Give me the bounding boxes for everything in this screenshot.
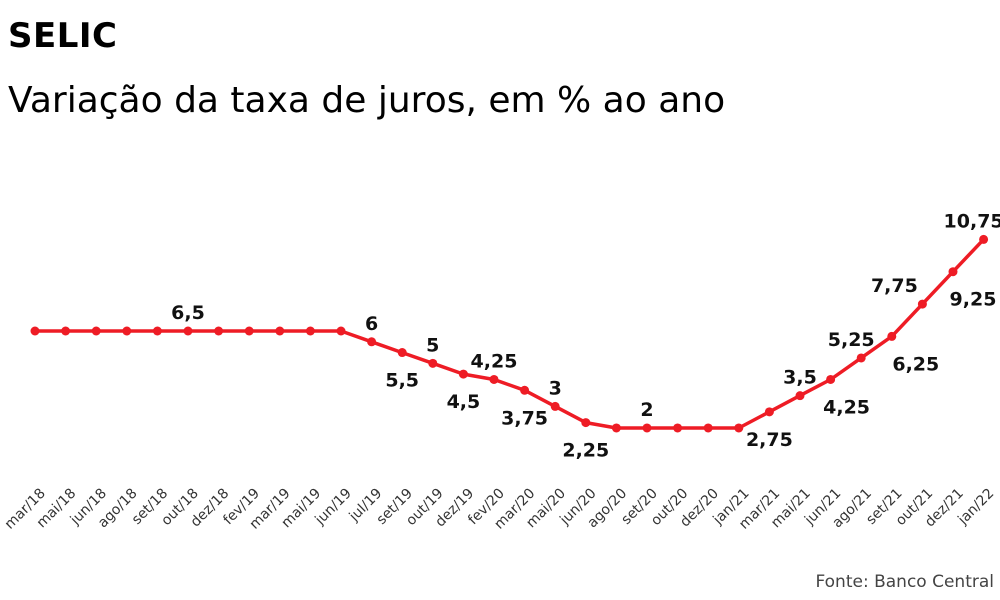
data-point: [795, 391, 805, 401]
data-point: [214, 326, 224, 336]
data-label: 5: [426, 334, 439, 356]
data-point: [244, 326, 254, 336]
data-label: 4,5: [447, 391, 481, 413]
data-label: 2,25: [562, 440, 609, 462]
data-label: 3,5: [783, 367, 817, 389]
data-label: 9,25: [950, 289, 997, 311]
data-label: 2: [640, 399, 653, 421]
data-label: 7,75: [871, 275, 918, 297]
data-point: [948, 267, 958, 277]
data-label: 6,25: [892, 353, 939, 375]
data-label: 3: [549, 377, 562, 399]
data-point: [458, 369, 468, 379]
x-axis-tick-layer: mar/18mai/18jun/18ago/18set/18out/18dez/…: [2, 486, 998, 533]
data-label: 4,25: [823, 396, 870, 418]
data-label: 6,5: [171, 302, 205, 324]
data-label: 4,25: [471, 350, 518, 372]
data-point: [489, 374, 499, 384]
data-point: [91, 326, 101, 336]
chart-title: SELIC: [8, 16, 118, 56]
series-line-layer: [33, 237, 986, 430]
data-point: [764, 407, 774, 417]
data-label: 5,25: [828, 329, 875, 351]
data-point: [122, 326, 132, 336]
data-point: [336, 326, 346, 336]
data-label: 5,5: [385, 370, 419, 392]
data-point: [275, 326, 285, 336]
data-point: [917, 299, 927, 309]
data-point: [581, 418, 591, 428]
data-point: [826, 374, 836, 384]
data-point: [856, 353, 866, 363]
data-label: 3,75: [501, 407, 548, 429]
data-point: [152, 326, 162, 336]
data-point: [397, 348, 407, 358]
data-point: [887, 331, 897, 341]
data-point: [673, 423, 683, 433]
data-point: [183, 326, 193, 336]
data-point: [979, 234, 989, 244]
marker-layer: [30, 234, 989, 433]
source-note: Fonte: Banco Central: [815, 572, 994, 592]
data-label: 6: [365, 313, 378, 335]
data-label-layer: 6,5 6 5,5 5 4,5 4,25 3,753 2,25 2 2,75 3,5 4,25 5,25…: [171, 210, 1000, 461]
data-label: 2,75: [746, 429, 793, 451]
data-label: 10,75: [944, 210, 1000, 232]
data-point: [642, 423, 652, 433]
data-point: [734, 423, 744, 433]
data-point: [611, 423, 621, 433]
data-point: [30, 326, 40, 336]
data-point: [61, 326, 71, 336]
data-point: [550, 401, 560, 411]
data-point: [305, 326, 315, 336]
data-point: [703, 423, 713, 433]
chart-subtitle: Variação da taxa de juros, em % ao ano: [8, 80, 726, 121]
series-line: [33, 237, 986, 430]
data-point: [520, 385, 530, 395]
data-point: [428, 358, 438, 368]
data-point: [367, 337, 377, 347]
